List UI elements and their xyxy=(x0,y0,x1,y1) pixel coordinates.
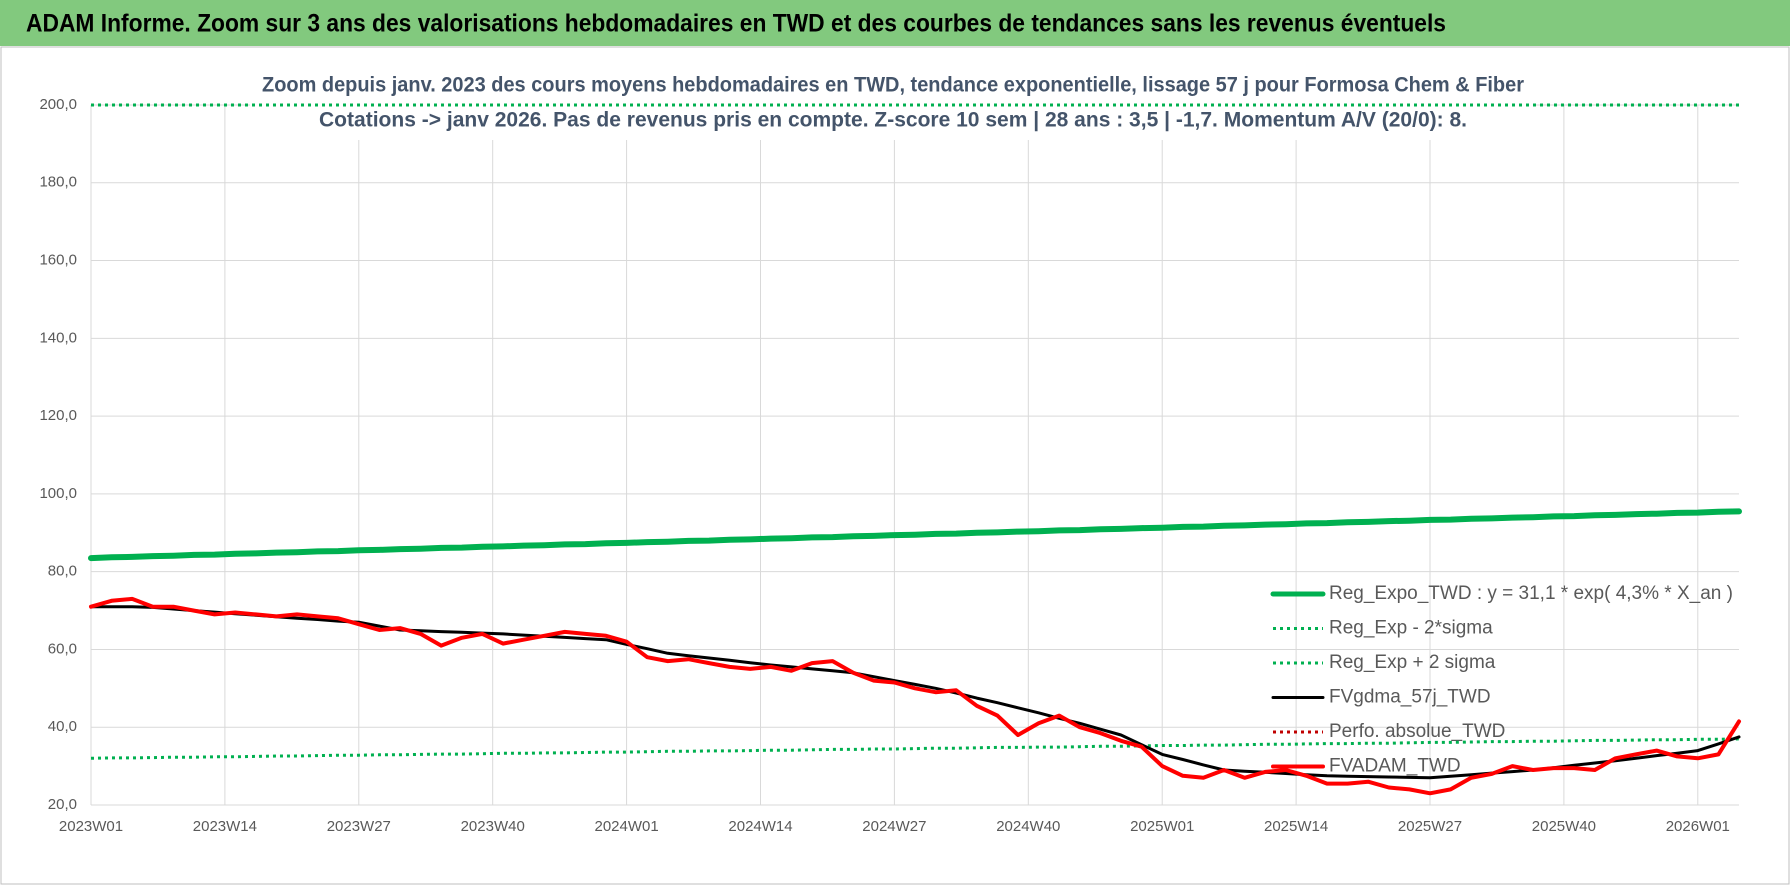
legend-label: Reg_Exp - 2*sigma xyxy=(1329,618,1493,639)
y-tick-label: 20,0 xyxy=(48,796,77,813)
x-tick-label: 2025W01 xyxy=(1130,818,1194,835)
x-tick-label: 2025W27 xyxy=(1398,818,1462,835)
legend-label: Reg_Expo_TWD : y = 31,1 * exp( 4,3% * X_… xyxy=(1329,583,1733,604)
chart-subtitle: Cotations -> janv 2026. Pas de revenus p… xyxy=(319,109,1467,132)
y-tick-label: 60,0 xyxy=(48,640,77,657)
y-tick-label: 120,0 xyxy=(39,407,77,424)
legend-label: Perfo. absolue_TWD xyxy=(1329,721,1505,742)
series-lines xyxy=(88,103,1742,796)
legend: Reg_Expo_TWD : y = 31,1 * exp( 4,3% * X_… xyxy=(1270,583,1733,777)
series-line xyxy=(89,596,1741,796)
header-bar xyxy=(0,0,1790,46)
series-line xyxy=(88,508,1742,562)
y-tick-label: 160,0 xyxy=(39,252,77,269)
x-tick-label: 2026W01 xyxy=(1666,818,1730,835)
legend-label: FVgdma_57j_TWD xyxy=(1329,687,1491,708)
chart-title: Zoom depuis janv. 2023 des cours moyens … xyxy=(262,74,1524,97)
y-tick-label: 100,0 xyxy=(39,485,77,502)
x-tick-label: 2024W40 xyxy=(996,818,1060,835)
legend-label: Reg_Exp + 2 sigma xyxy=(1329,652,1496,673)
header-title: ADAM Informe. Zoom sur 3 ans des valoris… xyxy=(26,10,1446,38)
y-tick-label: 200,0 xyxy=(39,96,77,113)
x-tick-label: 2023W40 xyxy=(461,818,525,835)
x-tick-label: 2025W14 xyxy=(1264,818,1328,835)
x-tick-label: 2023W01 xyxy=(59,818,123,835)
x-tick-label: 2023W14 xyxy=(193,818,257,835)
chart-frame xyxy=(0,46,1790,885)
x-tick-label: 2025W40 xyxy=(1532,818,1596,835)
y-tick-label: 180,0 xyxy=(39,174,77,191)
series-line xyxy=(90,737,1740,760)
x-tick-label: 2024W27 xyxy=(862,818,926,835)
x-tick-label: 2024W01 xyxy=(594,818,658,835)
series-line xyxy=(89,605,1741,780)
x-tick-label: 2023W27 xyxy=(327,818,391,835)
plot-area: 20,0 40,0 60,0 80,0 100,0 120,0 140,0 160,0 180,… xyxy=(39,96,1739,835)
y-tick-label: 80,0 xyxy=(48,563,77,580)
y-tick-label: 40,0 xyxy=(48,718,77,735)
x-tick-label: 2024W14 xyxy=(728,818,792,835)
legend-label: FVADAM_TWD xyxy=(1329,756,1461,777)
y-tick-label: 140,0 xyxy=(39,329,77,346)
